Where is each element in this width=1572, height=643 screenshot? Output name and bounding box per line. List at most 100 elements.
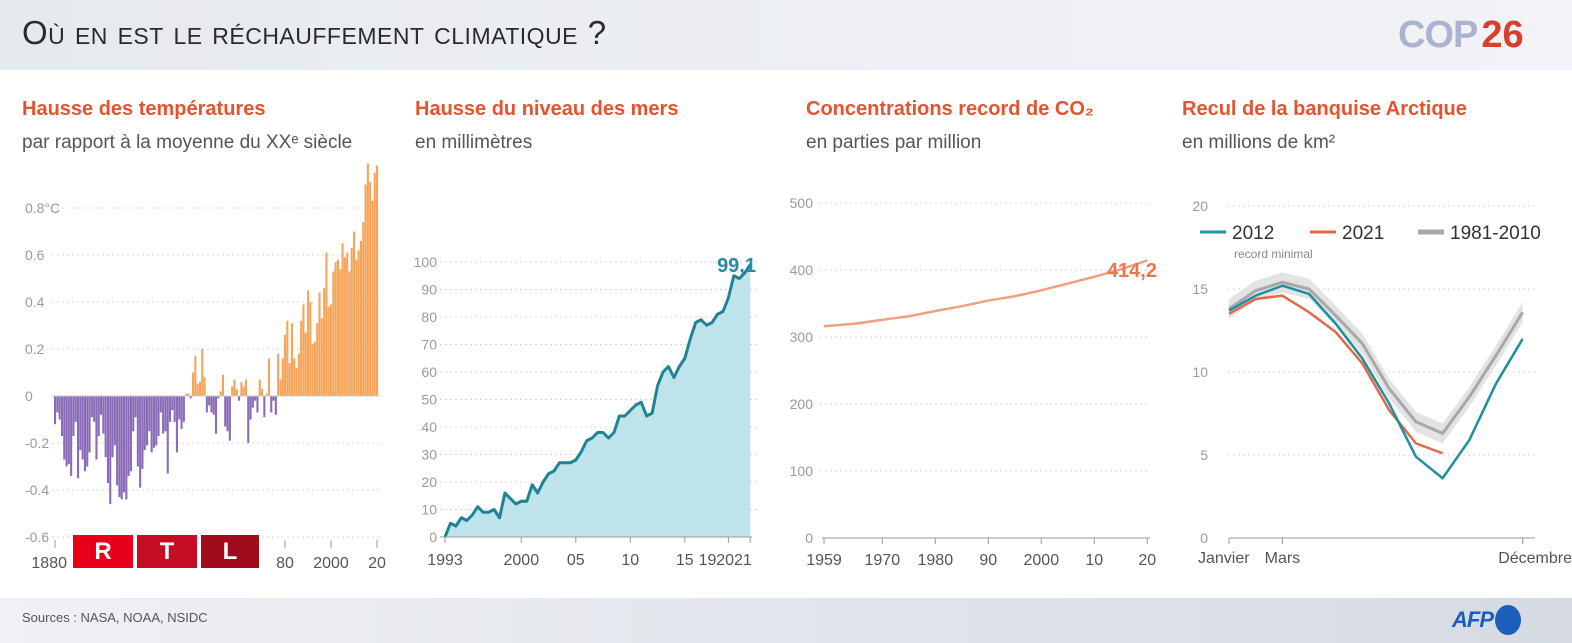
temp-bar	[235, 388, 238, 396]
co2-x-tick-label: 2000	[1024, 552, 1060, 569]
temp-bar	[198, 381, 201, 396]
temp-bar	[233, 379, 236, 396]
sea-y-tick-label: 90	[421, 282, 437, 298]
sea-y-tick-label: 0	[429, 529, 437, 545]
temp-y-tick-label: 0.2	[25, 341, 45, 357]
temp-bar	[205, 396, 208, 413]
page-title: Où en est le réchauffement climatique ?	[22, 14, 607, 51]
temp-bar	[90, 396, 93, 418]
cop-logo-number: 26	[1481, 14, 1524, 56]
temp-bar	[155, 396, 158, 446]
temp-x-tick-label: 1880	[31, 555, 67, 572]
ice-avg-band	[1229, 272, 1523, 444]
sea-x-tick-label: 1993	[427, 552, 463, 569]
sea-x-tick-label: 05	[567, 552, 585, 569]
ice-x-tick-label: Janvier	[1198, 550, 1250, 567]
temp-bar	[293, 358, 296, 396]
temp-bar	[263, 396, 266, 418]
temp-bar	[129, 396, 132, 472]
temp-bar	[221, 374, 224, 396]
temp-bar	[284, 334, 287, 396]
ice-line-1981-2010	[1228, 280, 1524, 436]
sea-x-tick-label: 2021	[716, 552, 752, 569]
temp-bar	[169, 396, 172, 422]
temp-bar	[304, 332, 307, 396]
afp-logo-dot	[1495, 605, 1521, 635]
temp-x-tick-label: 20	[368, 555, 386, 572]
temp-bar	[251, 396, 254, 408]
temp-bar	[215, 396, 218, 434]
temp-bar	[330, 304, 333, 396]
ice-y-tick-label: 15	[1192, 281, 1208, 297]
ice-subtitle: en millions de km²	[1182, 132, 1336, 153]
temp-bar	[102, 396, 105, 434]
sea-y-tick-label: 60	[421, 364, 437, 380]
temp-bar	[86, 396, 89, 467]
temp-y-tick-label: 0	[25, 388, 33, 404]
temp-bar	[238, 396, 241, 401]
ice-y-tick-label: 20	[1192, 198, 1208, 214]
temp-x-tick-label: 2000	[313, 555, 349, 572]
temp-bar	[141, 396, 144, 469]
temp-bar	[63, 396, 66, 460]
temp-bar	[210, 396, 213, 413]
co2-x-tick-label: 1980	[918, 552, 954, 569]
temp-bar	[212, 396, 215, 415]
co2-title: Concentrations record de CO₂	[806, 98, 1094, 120]
temp-bar	[150, 396, 153, 453]
temp-bar	[113, 396, 116, 446]
co2-subtitle: en parties par million	[806, 132, 982, 153]
temp-bar	[226, 396, 229, 432]
temp-bar	[302, 304, 305, 396]
ice-legend-label: 2012	[1232, 223, 1274, 244]
temp-bar	[70, 396, 73, 476]
co2-x-tick-label: 10	[1085, 552, 1103, 569]
temp-bar	[148, 396, 151, 432]
ice-y-tick-label: 10	[1192, 364, 1208, 380]
co2-x-tick-label: 1959	[806, 552, 842, 569]
temp-bar	[286, 320, 289, 396]
temp-bar	[336, 259, 339, 396]
co2-y-tick-label: 400	[790, 262, 814, 278]
temp-bar	[339, 269, 342, 396]
rtl-logo-l: L	[201, 535, 259, 568]
temp-bar	[187, 393, 190, 396]
temp-bar	[166, 396, 169, 474]
temp-bar	[325, 252, 328, 396]
temp-y-tick-label: -0.6	[25, 529, 49, 545]
cop-logo-text: COP	[1398, 14, 1478, 56]
co2-y-tick-label: 200	[790, 396, 814, 412]
temp-bar	[125, 396, 128, 500]
temp-bar	[97, 396, 100, 436]
temp-bar	[357, 250, 360, 396]
temp-bar	[196, 384, 199, 396]
temp-bar	[311, 344, 314, 396]
temp-bar	[327, 306, 330, 396]
temp-title: Hausse des températures	[22, 98, 266, 120]
temp-bar	[83, 396, 86, 472]
sources-text: Sources : NASA, NOAA, NSIDC	[22, 610, 208, 625]
temp-bar	[307, 290, 310, 396]
afp-logo-text: AFP	[1452, 607, 1494, 632]
temp-bar	[279, 379, 282, 396]
sea-subtitle: en millimètres	[415, 132, 533, 153]
temp-bar	[118, 396, 121, 498]
temp-bar	[134, 396, 137, 418]
co2-y-tick-label: 300	[790, 329, 814, 345]
temp-bar	[323, 287, 326, 396]
temp-bar	[95, 396, 98, 460]
temp-bar	[256, 396, 259, 413]
temp-bar	[362, 222, 365, 396]
sea-line	[443, 263, 752, 538]
temp-bar	[231, 386, 234, 396]
header: Où en est le réchauffement climatique ? …	[0, 0, 1572, 70]
sea-y-tick-label: 70	[421, 337, 437, 353]
temp-bar	[79, 396, 82, 451]
temp-bar	[81, 396, 84, 460]
temp-bar	[132, 396, 135, 432]
temp-bar	[316, 323, 319, 396]
sea-x-tick-label: 10	[621, 552, 639, 569]
temp-bar	[116, 396, 119, 486]
co2-x-tick-label: 90	[979, 552, 997, 569]
sea-y-tick-label: 40	[421, 419, 437, 435]
